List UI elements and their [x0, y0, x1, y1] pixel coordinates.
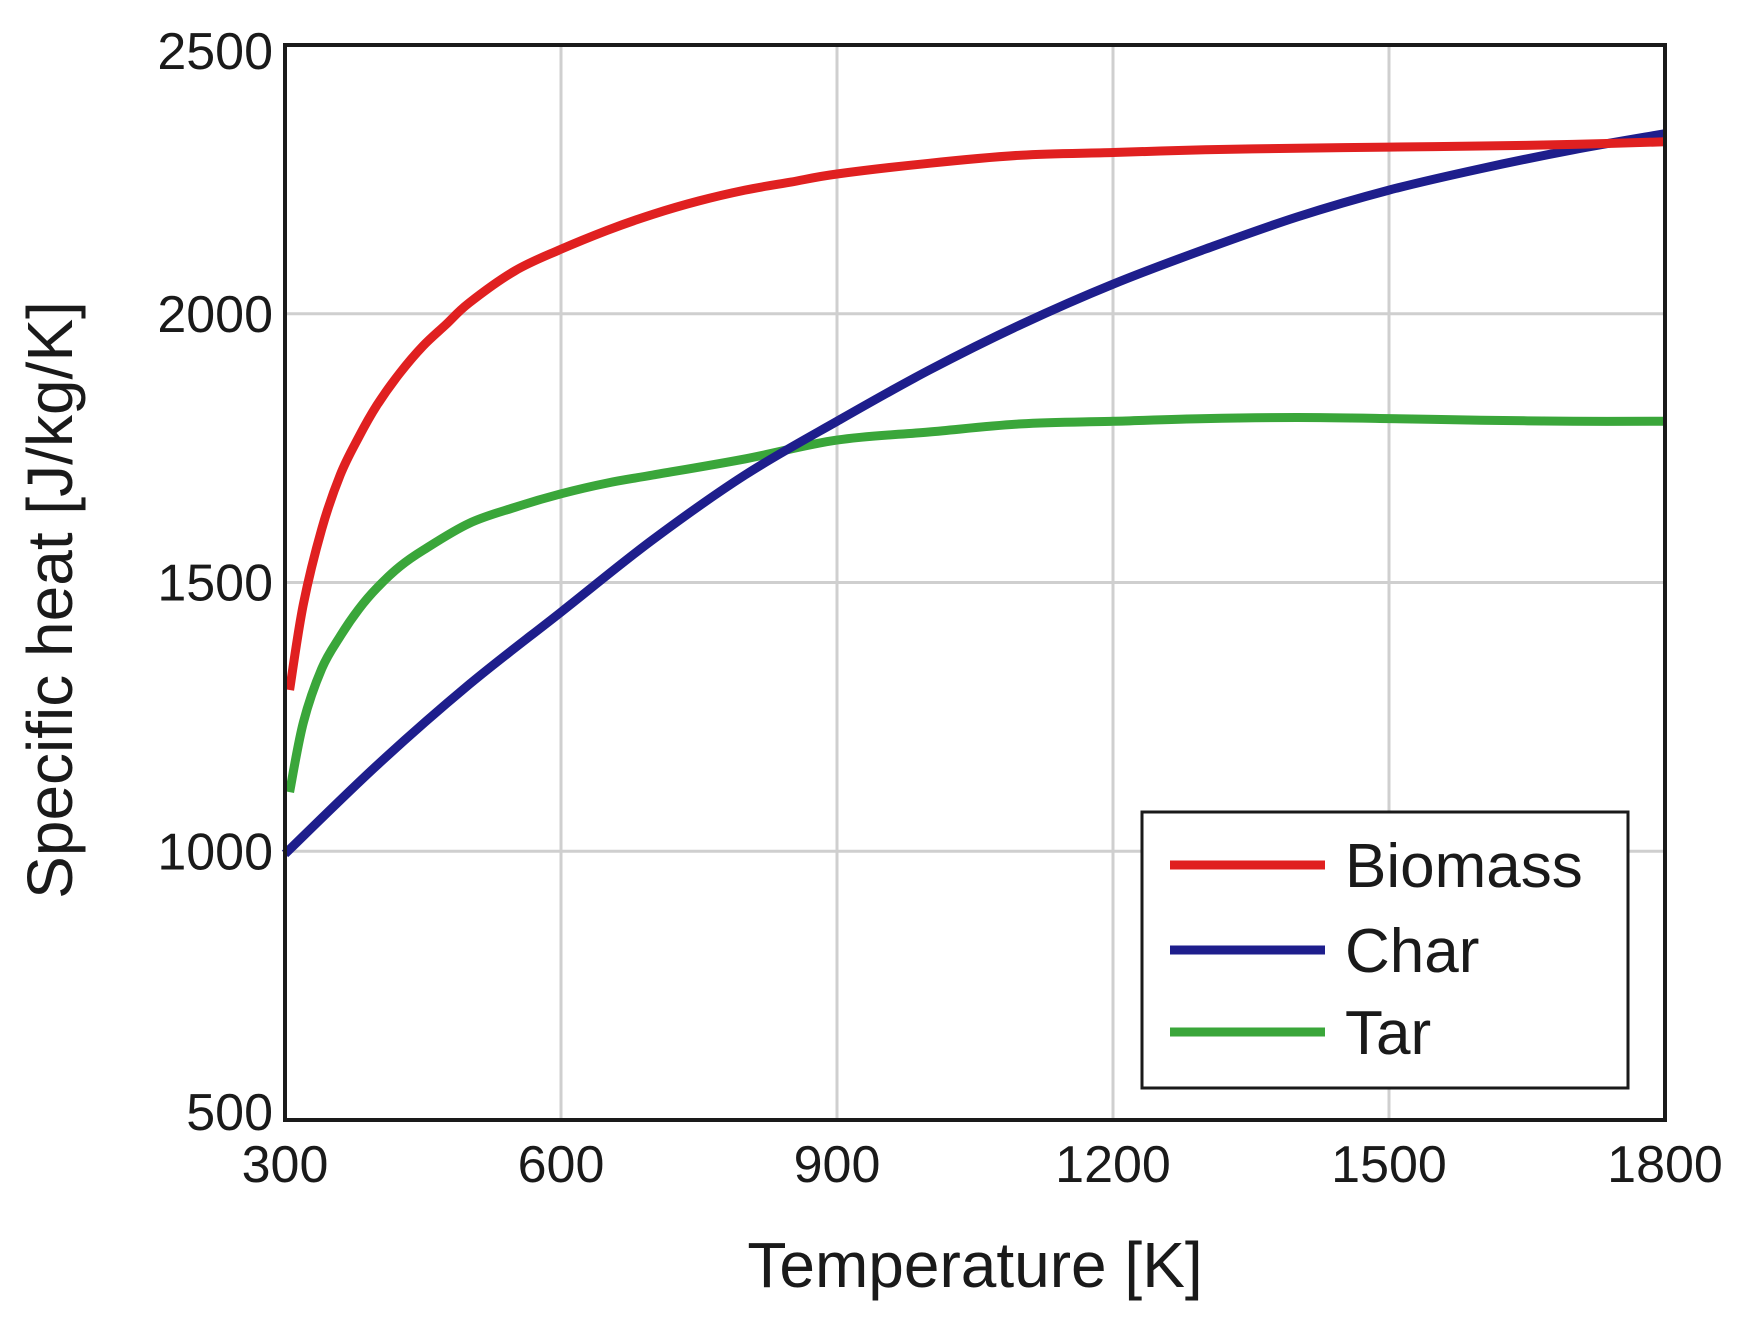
series-line-tar [285, 413, 1666, 793]
legend: Biomass Char Tar [1140, 810, 1630, 1090]
legend-label-tar: Tar [1345, 999, 1431, 1068]
x-tick-label: 300 [242, 1136, 329, 1194]
legend-label-char: Char [1345, 917, 1479, 986]
series-line-biomass [285, 137, 1666, 691]
legend-label-biomass: Biomass [1345, 832, 1583, 901]
x-tick-label: 900 [794, 1136, 881, 1194]
x-tick-label: 600 [518, 1136, 605, 1194]
x-tick-label: 1500 [1331, 1136, 1447, 1194]
y-axis-label: Specific heat [J/kg/K] [14, 301, 86, 899]
x-axis-label: Temperature [K] [747, 1229, 1202, 1301]
series-lines [281, 129, 1666, 858]
series-line-char [281, 129, 1666, 858]
y-tick-label: 2500 [157, 23, 273, 81]
x-tick-label: 1800 [1607, 1136, 1723, 1194]
grid [285, 45, 1665, 1120]
plot-frame [283, 43, 1667, 1122]
x-tick-label: 1200 [1055, 1136, 1171, 1194]
y-tick-label: 1500 [157, 555, 273, 613]
y-tick-label: 1000 [157, 823, 273, 881]
y-tick-label: 500 [186, 1084, 273, 1142]
tick-labels: 300 600 900 1200 1500 1800 500 1000 1500 2000 2500 [157, 23, 1723, 1194]
y-tick-label: 2000 [157, 286, 273, 344]
